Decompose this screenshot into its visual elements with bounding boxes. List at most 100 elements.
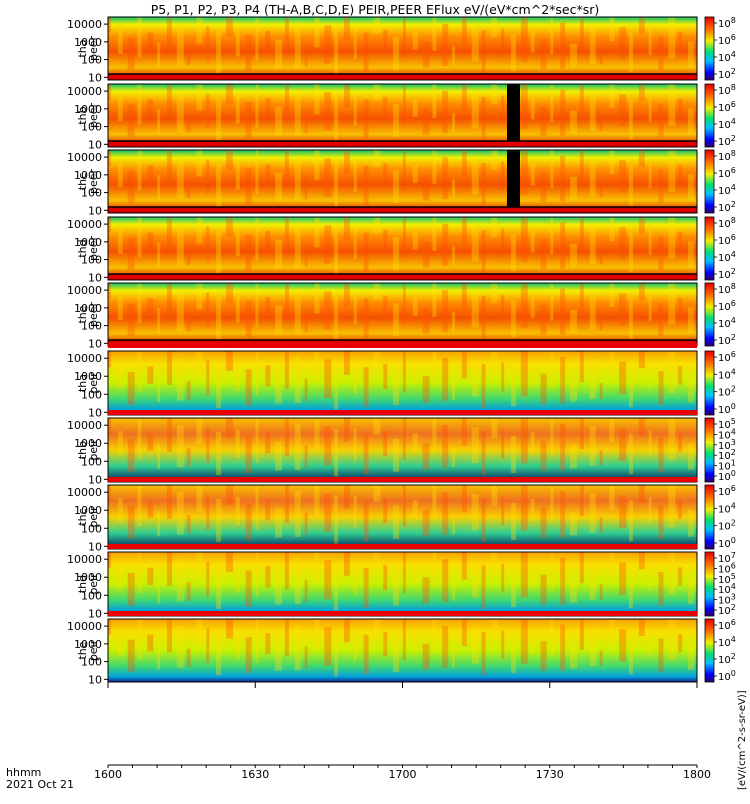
y-tick-label: 100 [81, 388, 102, 401]
figure-title: P5, P1, P2, P3, P4 (TH-A,B,C,D,E) PEIR,P… [151, 2, 600, 17]
y-tick-label: 10000 [67, 620, 102, 633]
panel-species-label: peer [87, 302, 100, 328]
y-tick-label: 10 [88, 138, 102, 151]
status-bar [108, 611, 697, 616]
colorbar [704, 484, 715, 550]
y-tick-label: 100 [81, 320, 102, 333]
x-tick-label: 1700 [389, 768, 417, 781]
y-tick-label: 100 [81, 656, 102, 669]
panel-probe-label: thb [76, 106, 89, 124]
panel-species-label: peer [87, 169, 100, 195]
y-tick-label: 100 [81, 589, 102, 602]
status-bar [108, 410, 697, 415]
panel-species-label: peir [87, 439, 100, 461]
colorbar [704, 417, 715, 483]
colorbar-tick-label: 104 [718, 50, 736, 64]
status-bar [108, 544, 697, 549]
colorbar-tick-label: 102 [718, 333, 736, 347]
spectrogram-thb_peer [108, 84, 697, 147]
colorbar [704, 216, 715, 281]
y-tick-label: 1000 [74, 638, 102, 651]
spectrogram-thc_peir [108, 485, 697, 549]
y-tick-label: 100 [81, 54, 102, 67]
y-tick-label: 10000 [67, 553, 102, 566]
y-tick-label: 10 [88, 473, 102, 486]
panel-probe-label: tha [76, 39, 89, 57]
panel-species-label: peer [87, 36, 100, 62]
colorbar [704, 149, 715, 214]
y-tick-label: 10 [88, 71, 102, 84]
y-tick-label: 10 [88, 271, 102, 284]
spectrogram-texture [108, 619, 694, 677]
colorbar [704, 350, 715, 416]
colorbar-tick-label: 104 [718, 635, 736, 649]
colorbar-tick-label: 106 [718, 100, 736, 114]
panel-frame [107, 83, 698, 148]
colorbar-tick-label: 106 [718, 484, 736, 498]
low-energy-band [108, 74, 697, 80]
y-tick-label: 1000 [74, 504, 102, 517]
colorbar-tick-label: 102 [718, 385, 736, 399]
spectrogram-the_peer [108, 283, 697, 346]
colorbar-tick-label: 108 [718, 282, 736, 296]
colorbar-tick-label: 108 [718, 83, 736, 97]
panel-probe-label: tha [76, 374, 89, 392]
colorbar-tick-label: 106 [718, 350, 736, 364]
colorbar-tick-label: 102 [718, 603, 736, 617]
panel-probe-label: the [76, 641, 89, 659]
spectrogram-thc_peer [108, 150, 697, 213]
colorbar-tick-label: 102 [718, 200, 736, 214]
y-tick-label: 100 [81, 254, 102, 267]
panel-probe-label: thd [76, 575, 89, 593]
y-tick-label: 100 [81, 121, 102, 134]
colorbar-tick-label: 102 [718, 67, 736, 81]
y-tick-label: 100 [81, 522, 102, 535]
colorbar-tick-label: 106 [718, 618, 736, 632]
colorbar-tick-label: 104 [718, 183, 736, 197]
y-tick-label: 10000 [67, 419, 102, 432]
y-tick-label: 1000 [74, 103, 102, 116]
spectrogram-tha_peer [108, 17, 697, 80]
spectrogram-thb_peir [108, 418, 697, 482]
spectrogram-texture [108, 150, 694, 208]
date-label: 2021 Oct 21 [6, 778, 74, 791]
y-tick-label: 10000 [67, 218, 102, 231]
y-tick-label: 10000 [67, 486, 102, 499]
x-tick-label: 1630 [241, 768, 269, 781]
y-tick-label: 1000 [74, 236, 102, 249]
colorbar-tick-label: 100 [718, 669, 736, 683]
y-tick-label: 10000 [67, 18, 102, 31]
y-tick-label: 1000 [74, 169, 102, 182]
colorbar-tick-label: 100 [718, 469, 736, 483]
low-energy-band [108, 274, 697, 280]
colorbar [704, 83, 715, 148]
panel-frame [107, 16, 698, 81]
spectrogram-the_peir [108, 619, 697, 682]
colorbar-tick-label: 102 [718, 652, 736, 666]
status-bar [108, 477, 697, 482]
colorbar-tick-label: 106 [718, 299, 736, 313]
colorbar-tick-label: 108 [718, 216, 736, 230]
y-tick-label: 10000 [67, 151, 102, 164]
panel-probe-label: thd [76, 239, 89, 257]
y-tick-label: 10 [88, 607, 102, 620]
colorbar-unit-label: [eV/(cm^2-s-sr-eV)] [737, 690, 748, 790]
spectrogram-thd_peir [108, 552, 697, 616]
spectrogram-texture [108, 217, 694, 275]
panel-probe-label: thb [76, 441, 89, 459]
spectrogram-texture [108, 485, 694, 544]
colorbar [704, 16, 715, 81]
x-tick-label: 1730 [536, 768, 564, 781]
x-tick-label: 1800 [683, 768, 711, 781]
colorbar-tick-label: 104 [718, 250, 736, 264]
data-gap [507, 150, 520, 213]
y-tick-label: 10000 [67, 85, 102, 98]
y-tick-label: 10 [88, 204, 102, 217]
panel-probe-label: thc [76, 173, 89, 190]
